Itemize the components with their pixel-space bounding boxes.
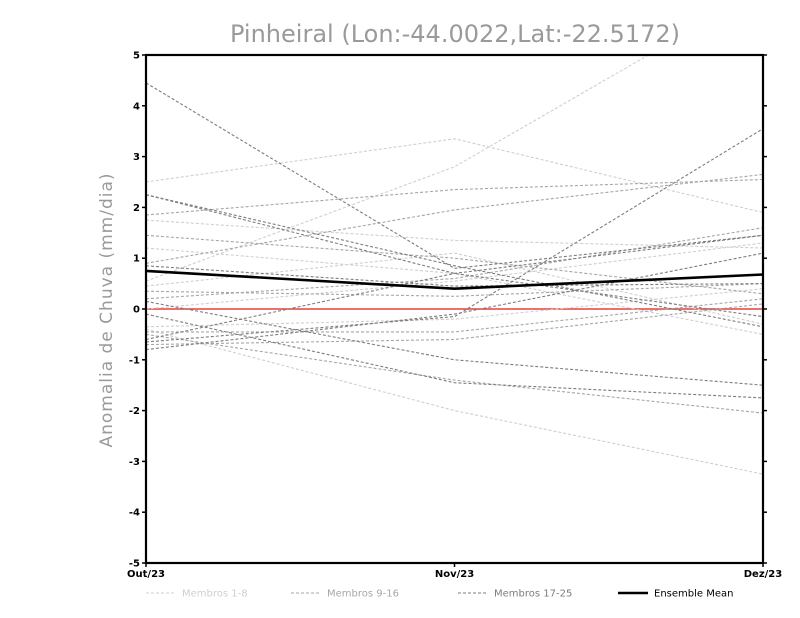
y-tick-label: 2 [133,203,140,214]
series-line-membros-17-25-3 [146,234,763,341]
legend-label-membros-9-16: Membros 9-16 [327,589,399,600]
series-line-membros-1-8-8 [146,242,763,310]
legend-label-membros-17-25: Membros 17-25 [494,589,572,600]
series-line-membros-9-16-1 [146,178,763,216]
series-line-membros-9-16-8 [146,298,763,333]
y-tick-label: 1 [133,254,140,265]
y-tick-label: -3 [129,457,140,468]
series-line-membros-17-25-2 [146,194,763,328]
plot-area [146,55,763,475]
legend-item-membros-9-16: Membros 9-16 [291,589,399,600]
series-line-membros-1-8-6 [146,328,763,475]
legend-label-ensemble-mean: Ensemble Mean [654,589,733,600]
series-line-membros-17-25-4 [146,128,763,343]
y-tick-label: -4 [129,508,140,519]
series-line-membros-1-8-7 [146,247,763,335]
y-tick-label: -2 [129,406,140,417]
series-line-membros-1-8-3 [146,219,763,249]
series-line-membros-17-25-7 [146,194,763,318]
y-tick-label: 4 [133,101,140,112]
x-tick-label: Dez/23 [744,569,783,580]
y-tick-label: 3 [133,152,140,163]
series-line-membros-1-8-5 [146,288,763,328]
series-line-membros-9-16-6 [146,227,763,300]
series-line-membros-17-25-6 [146,313,763,399]
series-line-membros-17-25-5 [146,300,763,386]
series-line-membros-17-25-1 [146,82,763,269]
y-tick-label: -1 [129,355,140,366]
series-line-membros-1-8-4 [146,252,763,325]
series-line-membros-9-16-7 [146,173,763,264]
series-line-membros-9-16-5 [146,333,763,414]
legend-item-membros-17-25: Membros 17-25 [458,589,572,600]
series-line-membros-9-16-4 [146,303,763,346]
legend: Membros 1-8 Membros 9-16 Membros 17-25 Ense… [146,589,733,600]
y-tick-label: -5 [129,559,140,570]
chart-title: Pinheiral (Lon:-44.0022,Lat:-22.5172) [230,20,680,48]
x-tick-label: Out/23 [127,569,165,580]
x-tick-label: Nov/23 [435,569,474,580]
series-line-membros-9-16-2 [146,234,763,295]
series-line-membros-9-16-3 [146,283,763,297]
series-line-membros-1-8-2 [146,138,763,214]
y-tick-label: 5 [133,51,140,62]
y-tick-label: 0 [133,305,140,316]
series-line-ensemble-mean-1 [146,269,763,291]
legend-label-membros-1-8: Membros 1-8 [182,589,248,600]
series-line-membros-17-25-9 [146,252,763,351]
axes: -5 -4 -3 -2 -1 0 1 2 3 4 5 Out/23 Nov/23 Dez/23 [127,51,782,581]
legend-item-membros-1-8: Membros 1-8 [146,589,248,600]
series-lines [146,55,763,475]
legend-item-ensemble-mean: Ensemble Mean [618,589,733,600]
y-axis-label: Anomalia de Chuva (mm/dia) [97,172,117,447]
